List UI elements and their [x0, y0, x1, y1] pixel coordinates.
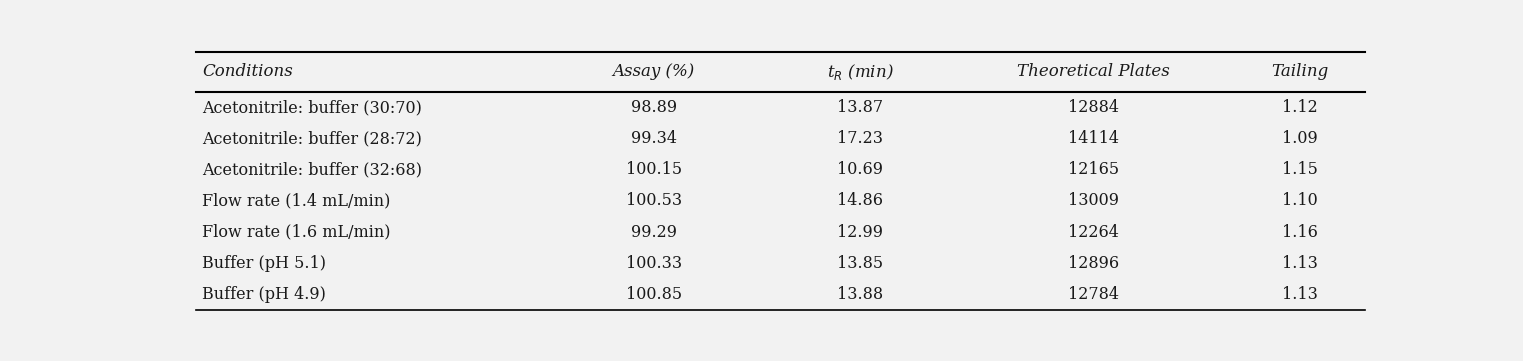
Text: Flow rate (1.4 mL/min): Flow rate (1.4 mL/min) [203, 192, 390, 209]
Text: Buffer (pH 4.9): Buffer (pH 4.9) [203, 286, 326, 303]
Text: 12884: 12884 [1068, 99, 1119, 116]
Text: 99.29: 99.29 [631, 223, 676, 240]
Text: Acetonitrile: buffer (28:72): Acetonitrile: buffer (28:72) [203, 130, 422, 147]
Text: 12784: 12784 [1068, 286, 1119, 303]
Text: 17.23: 17.23 [838, 130, 883, 147]
Text: 13.88: 13.88 [838, 286, 883, 303]
Text: Conditions: Conditions [203, 63, 292, 80]
Text: 1.16: 1.16 [1282, 223, 1317, 240]
Text: 100.53: 100.53 [626, 192, 682, 209]
Text: 12264: 12264 [1068, 223, 1119, 240]
Text: 12.99: 12.99 [838, 223, 883, 240]
Text: Buffer (pH 5.1): Buffer (pH 5.1) [203, 255, 326, 272]
Text: 13009: 13009 [1068, 192, 1119, 209]
Text: Tailing: Tailing [1272, 63, 1328, 80]
Text: Theoretical Plates: Theoretical Plates [1017, 63, 1170, 80]
Text: 1.09: 1.09 [1282, 130, 1317, 147]
Text: 14.86: 14.86 [838, 192, 883, 209]
Text: 1.10: 1.10 [1282, 192, 1317, 209]
Text: 98.89: 98.89 [631, 99, 676, 116]
Text: 100.85: 100.85 [626, 286, 682, 303]
Text: 12896: 12896 [1068, 255, 1119, 272]
Text: 1.15: 1.15 [1282, 161, 1317, 178]
Text: 99.34: 99.34 [631, 130, 676, 147]
Text: t$_R$ (min): t$_R$ (min) [827, 62, 894, 82]
Text: 100.15: 100.15 [626, 161, 682, 178]
Text: 10.69: 10.69 [838, 161, 883, 178]
Text: Acetonitrile: buffer (30:70): Acetonitrile: buffer (30:70) [203, 99, 422, 116]
Text: Acetonitrile: buffer (32:68): Acetonitrile: buffer (32:68) [203, 161, 422, 178]
Text: 1.13: 1.13 [1282, 286, 1317, 303]
Text: 14114: 14114 [1068, 130, 1119, 147]
Text: 13.87: 13.87 [838, 99, 883, 116]
Text: 1.13: 1.13 [1282, 255, 1317, 272]
Text: Flow rate (1.6 mL/min): Flow rate (1.6 mL/min) [203, 223, 391, 240]
Text: 100.33: 100.33 [626, 255, 682, 272]
Text: 13.85: 13.85 [838, 255, 883, 272]
Text: 1.12: 1.12 [1282, 99, 1317, 116]
Text: Assay (%): Assay (%) [612, 63, 694, 80]
Text: 12165: 12165 [1068, 161, 1119, 178]
